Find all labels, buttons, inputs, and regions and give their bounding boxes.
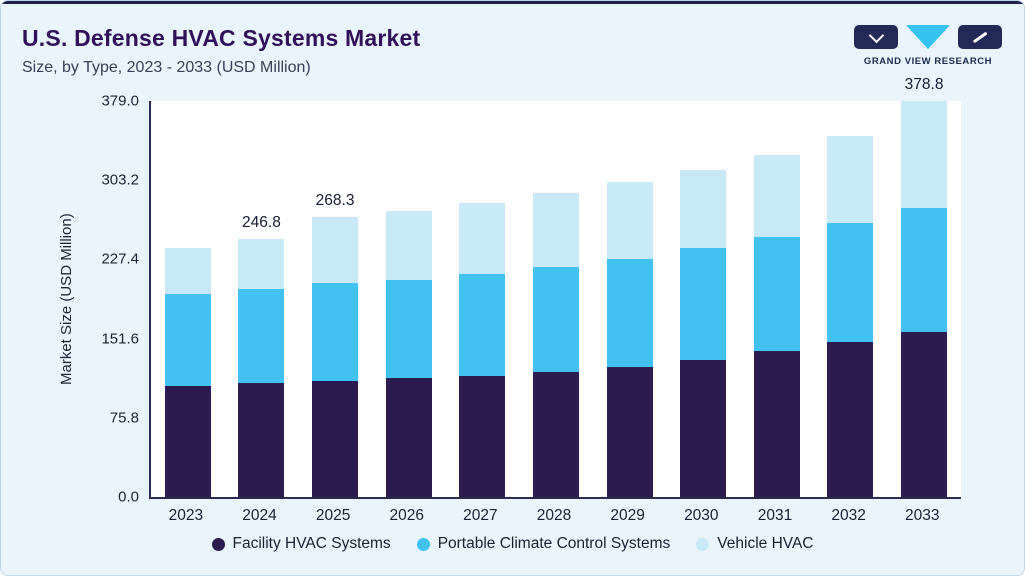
chevron-glyph-icon: [868, 27, 884, 44]
bar-segment: [385, 279, 432, 379]
bar-segment: [606, 367, 653, 497]
legend-dot-icon: [211, 537, 225, 551]
x-tick-label: 2026: [389, 507, 424, 524]
bar-segment: [312, 283, 359, 381]
x-tick-label: 2033: [904, 507, 940, 524]
bar-2031: [753, 154, 800, 497]
y-tick-label: 0.0: [118, 488, 139, 506]
bar-segment: [532, 372, 579, 497]
y-tick-label: 227.4: [101, 250, 139, 268]
bar-segment: [606, 182, 653, 259]
bar-segment: [753, 154, 800, 237]
logo-marks: [854, 25, 1002, 51]
legend-label: Vehicle HVAC: [717, 535, 814, 552]
plot-area: 246.8 268.3 378.8: [149, 76, 961, 499]
legend-item: Facility HVAC Systems: [211, 535, 391, 553]
bar-2033: 378.8: [901, 76, 948, 497]
bars-container: 246.8 268.3 378.8: [151, 76, 961, 497]
bar-segment: [164, 293, 211, 387]
bar-2024: 246.8: [238, 214, 285, 497]
logo-text: GRAND VIEW RESEARCH: [863, 56, 993, 67]
bar-segment: [532, 193, 579, 268]
y-tick-label: 303.2: [101, 171, 139, 189]
bar-2032: [827, 135, 874, 497]
bar-segment: [901, 331, 948, 497]
bar-segment: [385, 378, 432, 497]
legend: Facility HVAC Systems Portable Climate Co…: [1, 535, 1024, 553]
bar-segment: [385, 210, 432, 280]
bar-segment: [680, 359, 727, 497]
bar-segment: [459, 202, 506, 275]
legend-label: Portable Climate Control Systems: [437, 535, 671, 552]
bar-2029: [606, 182, 653, 497]
bar-segment: [238, 239, 285, 289]
logo-arrow-icon: [958, 25, 1002, 49]
x-tick-label: 2027: [463, 507, 498, 524]
bar-segment: [827, 135, 874, 223]
bar-segment: [753, 236, 800, 352]
bar-segment: [827, 222, 874, 342]
bar-value-label: 378.8: [904, 76, 944, 94]
bar-segment: [312, 380, 359, 497]
legend-dot-icon: [696, 537, 710, 551]
arrow-glyph-icon: [972, 31, 988, 43]
logo-triangle-icon: [906, 25, 950, 49]
y-axis-title: Market Size (USD Million): [58, 213, 75, 385]
x-tick-label: 2031: [757, 507, 793, 524]
legend-item: Vehicle HVAC: [696, 535, 813, 553]
x-tick-label: 2032: [831, 507, 866, 524]
legend-label: Facility HVAC Systems: [232, 535, 391, 552]
bar-segment: [680, 169, 727, 249]
logo-chevron-icon: [854, 25, 898, 49]
bar-2028: [532, 193, 579, 497]
bar-segment: [680, 248, 727, 360]
bar-2027: [459, 202, 506, 497]
bar-segment: [827, 341, 874, 497]
bar-segment: [164, 248, 211, 294]
x-tick-label: 2030: [684, 507, 719, 524]
bar-value-label: 268.3: [315, 191, 355, 209]
bar-2025: 268.3: [312, 192, 359, 497]
bar-segment: [459, 375, 506, 497]
legend-dot-icon: [416, 537, 430, 551]
bar-segment: [238, 288, 285, 384]
x-tick-label: 2029: [610, 507, 645, 524]
bar-segment: [606, 258, 653, 368]
bar-segment: [164, 386, 211, 497]
y-tick-label: 151.6: [101, 330, 139, 348]
y-tick-label: 379.0: [101, 92, 139, 110]
bar-segment: [459, 274, 506, 376]
bar-segment: [901, 207, 948, 332]
bar-segment: [532, 267, 579, 373]
top-accent-line: [1, 1, 1024, 4]
x-tick-label: 2028: [536, 507, 572, 524]
x-tick-label: 2023: [168, 507, 204, 524]
bar-2026: [385, 210, 432, 497]
bar-segment: [238, 383, 285, 497]
bar-value-label: 246.8: [242, 214, 281, 232]
grand-view-research-logo: GRAND VIEW RESEARCH: [854, 25, 1002, 67]
y-axis-ticks: 0.0 75.8 151.6 227.4 303.2 379.0: [79, 93, 139, 506]
bar-2030: [680, 169, 727, 497]
bar-segment: [901, 101, 948, 208]
x-axis-labels: 2023 2024 2025 2026 2027 2028 2029 2030 2031 2032…: [149, 507, 959, 525]
x-tick-label: 2024: [242, 507, 277, 524]
y-tick-label: 75.8: [109, 409, 139, 427]
bar-segment: [312, 216, 359, 284]
bar-2023: [164, 248, 211, 497]
chart-subtitle: Size, by Type, 2023 - 2033 (USD Million): [22, 59, 311, 76]
x-tick-label: 2025: [315, 507, 351, 524]
legend-item: Portable Climate Control Systems: [416, 535, 671, 553]
chart-title: U.S. Defense HVAC Systems Market: [22, 25, 421, 51]
bar-segment: [753, 351, 800, 497]
